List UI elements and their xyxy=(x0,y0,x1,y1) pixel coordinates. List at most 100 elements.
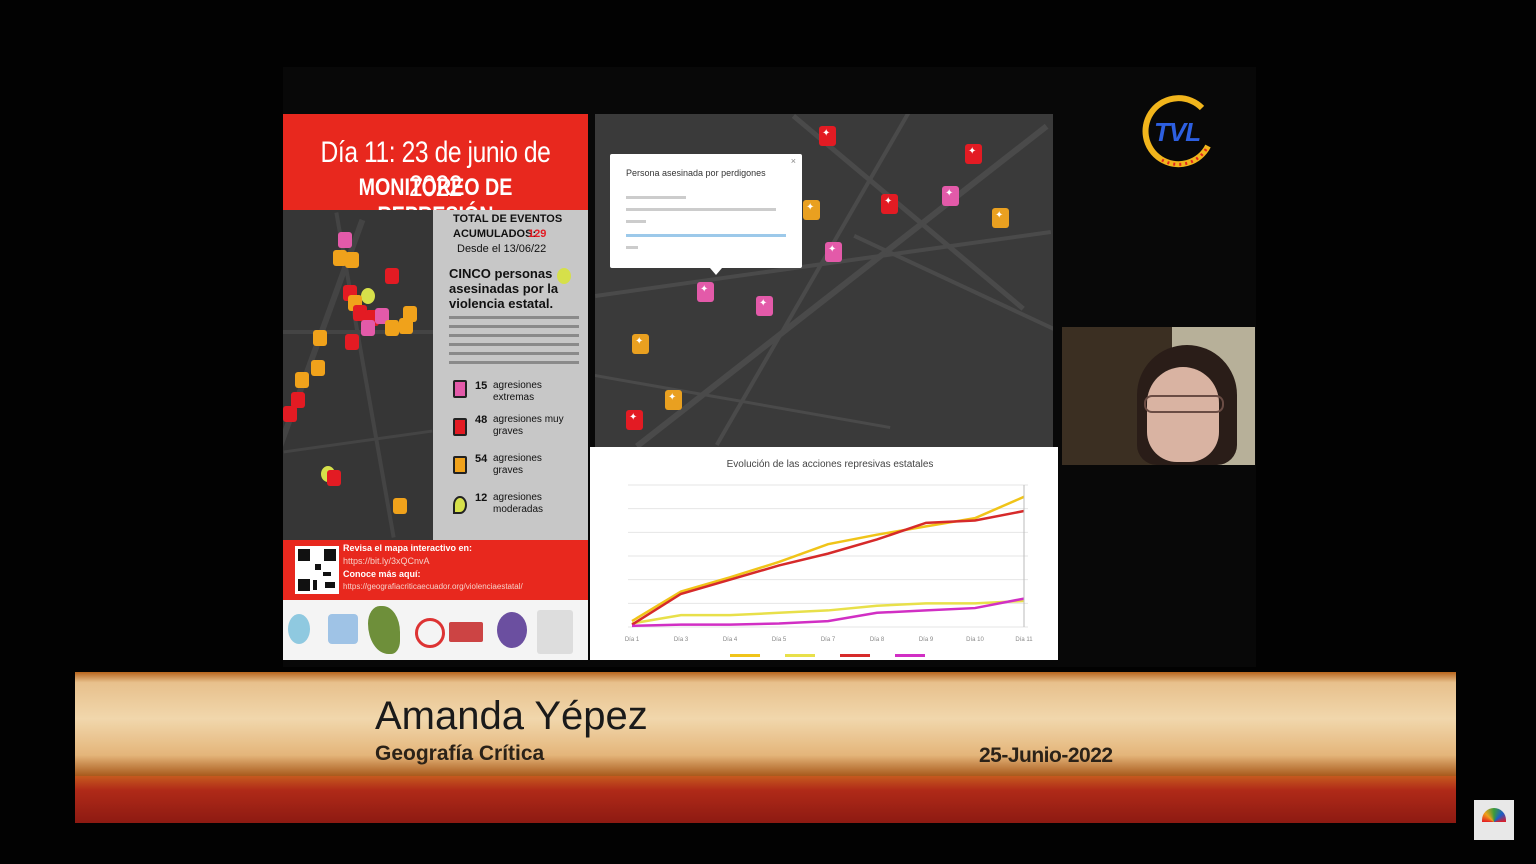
pin-serious xyxy=(311,360,325,376)
partner-logo-icon xyxy=(288,614,310,644)
pin-very-serious xyxy=(353,305,367,321)
speaker-glasses xyxy=(1144,395,1224,413)
human-rights-logo-text-icon xyxy=(449,622,483,642)
legend-moderate-count: 12 xyxy=(475,492,488,504)
lower-third-banner: Amanda Yépez Geografía Crítica 25-Junio-… xyxy=(75,672,1456,776)
killed-line-2: asesinadas por la xyxy=(449,281,559,296)
killed-line-3: violencia estatal. xyxy=(449,296,554,311)
legend-moderate-icon xyxy=(453,496,467,514)
human-rights-logo-icon xyxy=(415,618,445,648)
map-marker-icon[interactable] xyxy=(665,390,682,410)
speaker-face xyxy=(1147,367,1219,462)
legend-swatch xyxy=(730,654,760,657)
pin-extreme xyxy=(338,232,352,248)
map-marker-icon[interactable] xyxy=(881,194,898,214)
popup-tail xyxy=(710,268,722,275)
speaker-role: Geografía Crítica xyxy=(375,742,545,765)
popup-title: Persona asesinada por perdigones xyxy=(626,168,766,178)
x-tick-label: Día 4 xyxy=(723,637,738,643)
legend-very-serious-label: agresiones muy graves xyxy=(493,414,564,437)
pin-serious xyxy=(399,318,413,334)
total-label: TOTAL DE EVENTOS xyxy=(453,213,563,225)
popup-link[interactable] xyxy=(626,234,786,237)
map-marker-icon[interactable] xyxy=(632,334,649,354)
x-tick-label: Día 3 xyxy=(674,637,689,643)
series-line xyxy=(631,597,1025,628)
map-marker-icon[interactable] xyxy=(697,282,714,302)
x-tick-label: Día 10 xyxy=(966,637,984,643)
tvl-ring-icon xyxy=(1142,95,1211,168)
map-marker-icon[interactable] xyxy=(819,126,836,146)
lower-third: Amanda Yépez Geografía Crítica 25-Junio-… xyxy=(75,672,1456,823)
more-info-url: https://geografiacriticaecuador.org/viol… xyxy=(343,582,523,591)
map-marker-icon[interactable] xyxy=(965,144,982,164)
map-popup[interactable]: × Persona asesinada por perdigones xyxy=(610,154,802,275)
speaker-webcam xyxy=(1062,327,1255,465)
legend-extreme-count: 15 xyxy=(475,380,488,392)
map-marker-icon[interactable] xyxy=(992,208,1009,228)
legend-extreme-label: agresiones extremas xyxy=(493,380,542,403)
partner-logo-icon xyxy=(328,614,358,644)
map-marker-icon[interactable] xyxy=(825,242,842,262)
x-tick-label: Día 8 xyxy=(870,637,885,643)
legend-swatch xyxy=(840,654,870,657)
total-label-2: ACUMULADOS: xyxy=(453,228,537,240)
map-marker-icon[interactable] xyxy=(803,200,820,220)
legend-very-serious-count: 48 xyxy=(475,414,488,426)
map-marker-icon[interactable] xyxy=(942,186,959,206)
broadcast-date: 25-Junio-2022 xyxy=(979,744,1113,767)
pin-serious xyxy=(295,372,309,388)
left-map xyxy=(283,210,433,540)
legend-serious-icon xyxy=(453,456,467,474)
map-marker-icon[interactable] xyxy=(626,410,643,430)
pin-very-serious xyxy=(291,392,305,408)
assembly-logo xyxy=(1474,800,1514,840)
pin-moderate xyxy=(361,288,375,304)
since-date: Desde el 13/06/22 xyxy=(457,243,547,255)
legend-swatch xyxy=(785,654,815,657)
pin-very-serious xyxy=(283,406,297,422)
map-link-url: https://bit.ly/3xQCnvA xyxy=(343,556,430,566)
chart-title: Evolución de las acciones represivas est… xyxy=(726,459,934,470)
pin-extreme xyxy=(361,320,375,336)
legend-very-serious-icon xyxy=(453,418,467,436)
popup-text-line xyxy=(626,220,646,223)
stats-panel: TOTAL DE EVENTOS ACUMULADOS: 129 Desde e… xyxy=(433,210,588,540)
close-icon[interactable]: × xyxy=(790,156,796,166)
x-tick-label: Día 5 xyxy=(772,637,787,643)
pin-serious xyxy=(333,250,347,266)
pin-serious xyxy=(313,330,327,346)
pin-serious xyxy=(385,320,399,336)
pin-very-serious xyxy=(327,470,341,486)
chart-svg: Día 1 Día 3 Día 4 Día 5 Día 7 Día 8 Día 9 Día 1… xyxy=(625,484,1033,657)
popup-text-line xyxy=(626,208,776,211)
evolution-chart: Evolución de las acciones represivas est… xyxy=(590,447,1058,660)
series-line xyxy=(631,509,1025,626)
x-tick-label: Día 11 xyxy=(1015,637,1033,643)
description-text xyxy=(449,316,579,366)
latin-america-map-icon xyxy=(368,606,400,654)
slide-header: Día 11: 23 de junio de 2022 MONITOREO DE… xyxy=(283,114,588,229)
pin-serious xyxy=(345,252,359,268)
more-info-label: Conoce más aquí: xyxy=(343,569,421,579)
link-bar: Revisa el mapa interactivo en: https://b… xyxy=(283,540,588,600)
pin-very-serious xyxy=(385,268,399,284)
x-tick-label: Día 1 xyxy=(625,637,640,643)
interactive-map[interactable]: × Persona asesinada por perdigones xyxy=(595,114,1053,447)
pin-serious xyxy=(393,498,407,514)
popup-text-line xyxy=(626,246,638,249)
moderate-marker-icon xyxy=(557,268,571,284)
series-line xyxy=(631,599,1025,625)
slide-infographic: Día 11: 23 de junio de 2022 MONITOREO DE… xyxy=(283,114,588,660)
map-marker-icon[interactable] xyxy=(756,296,773,316)
speaker-name: Amanda Yépez xyxy=(375,694,648,738)
legend-serious-label: agresiones graves xyxy=(493,453,542,476)
assembly-fan-icon xyxy=(1482,808,1506,822)
legend-serious-count: 54 xyxy=(475,453,488,465)
x-tick-label: Día 9 xyxy=(919,637,934,643)
legend-extreme-icon xyxy=(453,380,467,398)
partner-logo-icon xyxy=(497,612,527,648)
popup-text-line xyxy=(626,196,686,199)
lower-third-strip xyxy=(75,776,1456,823)
